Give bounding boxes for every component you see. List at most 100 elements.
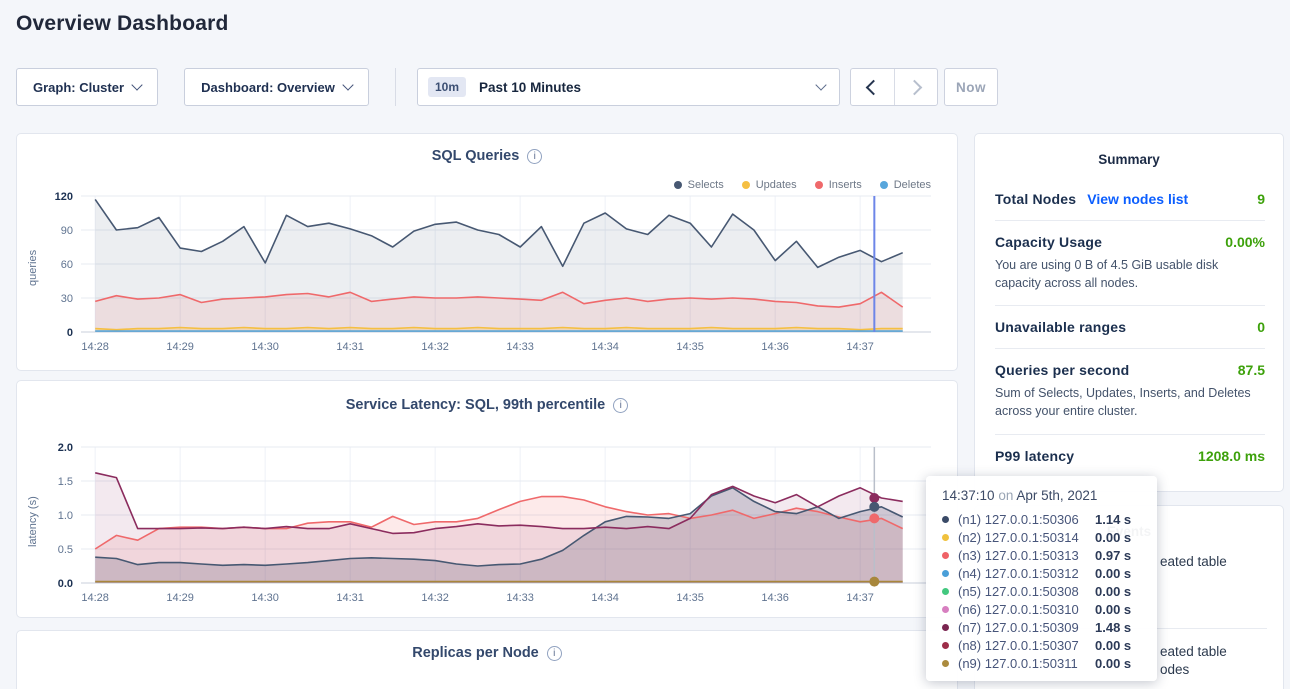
svg-text:14:33: 14:33 (506, 341, 534, 353)
tooltip-node-label: (n1) 127.0.0.1:50306 (958, 511, 1079, 527)
sql-queries-card: SQL Queries Selects Updates Inserts Deletes… (16, 133, 958, 371)
summary-label: Capacity Usage (995, 234, 1103, 250)
graph-scope-dropdown[interactable]: Graph: Cluster (16, 68, 158, 106)
svg-text:14:34: 14:34 (591, 592, 619, 604)
tooltip-row: (n8) 127.0.0.1:50307 0.00 s (942, 636, 1141, 654)
svg-text:14:37: 14:37 (846, 592, 874, 604)
series-dot-icon (942, 551, 949, 559)
svg-text:14:30: 14:30 (251, 592, 279, 604)
tooltip-node-value: 0.00 s (1095, 601, 1132, 617)
series-dot-icon (741, 181, 750, 189)
svg-text:14:31: 14:31 (336, 592, 364, 604)
svg-text:14:28: 14:28 (81, 341, 109, 353)
tooltip-row: (n7) 127.0.0.1:50309 1.48 s (942, 618, 1141, 636)
tooltip-timestamp: 14:37:10 on Apr 5th, 2021 (942, 488, 1141, 503)
svg-text:14:29: 14:29 (166, 592, 194, 604)
svg-text:30: 30 (61, 293, 73, 305)
summary-value: 0.00% (1225, 234, 1265, 250)
service-latency-chart[interactable]: 0.0 0.5 1.0 1.5 2.0 14:28 14:29 14:30 14:31 14:32… (17, 441, 957, 611)
svg-text:1.0: 1.0 (58, 510, 73, 522)
summary-label: Total Nodes (995, 191, 1077, 207)
time-range-badge: 10m (428, 77, 467, 97)
time-next-button[interactable] (893, 69, 938, 105)
svg-text:120: 120 (55, 191, 73, 203)
sql-queries-chart[interactable]: 0 30 60 90 120 14:28 14:29 14:30 14:31 14:32 14:33… (17, 190, 957, 360)
tooltip-node-value: 1.14 s (1095, 511, 1132, 527)
chevron-right-icon (906, 79, 923, 95)
tooltip-row: (n1) 127.0.0.1:50306 1.14 s (942, 510, 1141, 528)
event-text-fragment: odes (1160, 662, 1190, 677)
chart-title-row: Service Latency: SQL, 99th percentile (17, 397, 957, 413)
summary-value: 87.5 (1237, 362, 1265, 379)
legend-item: Selects (673, 179, 724, 191)
tooltip-row: (n2) 127.0.0.1:50314 0.00 s (942, 528, 1141, 546)
svg-text:14:30: 14:30 (251, 341, 279, 353)
svg-text:1.5: 1.5 (58, 476, 73, 488)
chevron-down-icon (131, 79, 143, 91)
series-dot-icon (942, 605, 949, 613)
svg-text:14:28: 14:28 (81, 592, 109, 604)
chart-hover-tooltip: 14:37:10 on Apr 5th, 2021 (n1) 127.0.0.1… (926, 476, 1157, 681)
chevron-down-icon (815, 79, 827, 91)
tooltip-node-label: (n4) 127.0.0.1:50312 (958, 565, 1079, 581)
svg-text:60: 60 (61, 259, 73, 271)
summary-value: 1208.0 ms (1198, 447, 1265, 464)
svg-text:90: 90 (61, 225, 73, 237)
legend-label: Inserts (828, 179, 862, 191)
series-dot-icon (942, 533, 949, 541)
tooltip-node-value: 1.48 s (1095, 619, 1132, 635)
view-nodes-link[interactable]: View nodes list (1087, 191, 1189, 207)
event-text-fragment: eated table (1160, 554, 1227, 569)
legend-label: Deletes (893, 179, 931, 191)
tooltip-node-label: (n3) 127.0.0.1:50313 (958, 547, 1079, 563)
summary-panel: Summary Total Nodes View nodes list 9 Capac… (974, 133, 1284, 492)
summary-label: Queries per second (995, 362, 1130, 379)
info-icon[interactable] (546, 645, 562, 661)
chart-title-row: SQL Queries (17, 148, 957, 164)
info-icon[interactable] (613, 397, 629, 413)
time-range-label: Past 10 Minutes (479, 79, 582, 95)
svg-text:14:35: 14:35 (676, 341, 704, 353)
legend-label: Updates (755, 179, 797, 191)
legend-item: Deletes (879, 179, 931, 191)
tooltip-time: 14:37:10 (942, 488, 995, 503)
legend-label: Selects (687, 179, 724, 191)
info-icon[interactable] (527, 148, 543, 164)
tooltip-row: (n6) 127.0.0.1:50310 0.00 s (942, 600, 1141, 618)
dashboard-dropdown-label: Dashboard: Overview (201, 79, 335, 95)
tooltip-node-value: 0.00 s (1095, 583, 1132, 599)
chart-title-row: Replicas per Node (17, 645, 957, 661)
legend-item: Inserts (814, 179, 862, 191)
svg-text:0: 0 (67, 327, 73, 339)
time-prev-button[interactable] (851, 69, 894, 105)
series-dot-icon (942, 569, 949, 577)
tooltip-node-label: (n7) 127.0.0.1:50309 (958, 619, 1079, 635)
summary-title: Summary (1098, 152, 1160, 167)
tooltip-node-value: 0.00 s (1095, 529, 1132, 545)
summary-subtext: Sum of Selects, Updates, Inserts, and De… (995, 386, 1251, 419)
tooltip-node-label: (n5) 127.0.0.1:50308 (958, 583, 1079, 599)
controls-divider (395, 68, 396, 106)
event-text-fragment: eated table (1160, 644, 1227, 659)
series-dot-icon (942, 515, 949, 523)
tooltip-node-label: (n9) 127.0.0.1:50311 (958, 655, 1078, 671)
svg-text:14:37: 14:37 (846, 341, 874, 353)
chart-legend: Selects Updates Inserts Deletes (673, 179, 931, 191)
tooltip-on: on (998, 488, 1014, 503)
summary-row: Unavailable ranges 0 (995, 306, 1265, 350)
replicas-per-node-card: Replicas per Node (16, 630, 958, 689)
series-dot-icon (814, 181, 823, 189)
chevron-down-icon (342, 79, 354, 91)
now-button[interactable]: Now (944, 68, 998, 106)
series-dot-icon (942, 623, 949, 631)
summary-label: P99 latency (995, 447, 1075, 464)
time-range-dropdown[interactable]: 10m Past 10 Minutes (417, 68, 840, 106)
tooltip-node-value: 0.97 s (1095, 547, 1132, 563)
svg-text:14:31: 14:31 (336, 341, 364, 353)
dashboard-dropdown[interactable]: Dashboard: Overview (184, 68, 369, 106)
svg-text:0.0: 0.0 (58, 578, 73, 590)
tooltip-node-value: 0.00 s (1095, 655, 1132, 671)
summary-row: Capacity Usage 0.00% You are using 0 B of … (995, 221, 1265, 307)
svg-text:14:34: 14:34 (591, 341, 619, 353)
